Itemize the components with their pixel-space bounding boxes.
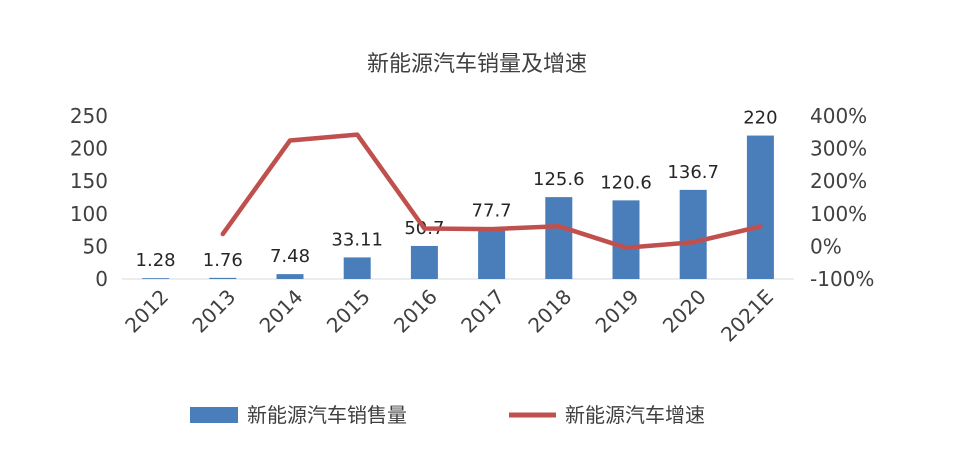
- x-tick-label: 2015: [322, 285, 375, 338]
- left-tick-label: 250: [70, 104, 108, 128]
- bar: [410, 245, 438, 279]
- x-tick-label: 2020: [658, 285, 711, 338]
- left-tick-label: 150: [70, 169, 108, 193]
- bar: [746, 135, 774, 279]
- x-tick-label: 2013: [187, 285, 240, 338]
- bar-value-label: 77.7: [472, 200, 512, 221]
- bar-value-label: 1.76: [203, 250, 243, 271]
- left-axis: 0 50 100 150 200 250: [70, 104, 108, 291]
- bar-value-label: 220: [743, 108, 777, 129]
- bar: [612, 200, 640, 279]
- right-tick-label: 200%: [810, 169, 867, 193]
- bar: [679, 189, 707, 279]
- bar: [545, 197, 573, 279]
- x-tick-label: 2019: [591, 285, 644, 338]
- bar-value-label: 125.6: [533, 169, 585, 190]
- x-axis: 2012 2013 2014 2015 2016 2017 2018 2019 2020 2021…: [120, 285, 778, 347]
- line-series: [220, 132, 763, 250]
- legend-swatch-bar: [190, 407, 238, 423]
- right-tick-label: 400%: [810, 104, 867, 128]
- bar-series: [142, 135, 774, 279]
- right-tick-label: 100%: [810, 202, 867, 226]
- right-axis: -100% 0% 100% 200% 300% 400%: [810, 104, 874, 291]
- legend-label-line: 新能源汽车增速: [565, 403, 705, 427]
- left-tick-label: 100: [70, 202, 108, 226]
- bar: [276, 274, 304, 279]
- bar: [343, 257, 371, 279]
- bar-value-label: 120.6: [600, 172, 652, 193]
- x-tick-label: 2021E: [716, 285, 778, 347]
- x-tick-label: 2014: [255, 285, 308, 338]
- growth-line: [220, 132, 763, 250]
- bar: [478, 228, 506, 279]
- x-tick-label: 2017: [456, 285, 509, 338]
- right-tick-label: -100%: [810, 267, 874, 291]
- x-tick-label: 2018: [523, 285, 576, 338]
- bar-value-label: 1.28: [136, 250, 176, 271]
- bar-value-label: 33.11: [331, 229, 383, 250]
- x-tick-label: 2012: [120, 285, 173, 338]
- right-tick-label: 300%: [810, 137, 867, 161]
- left-tick-label: 50: [83, 234, 108, 258]
- chart-title: 新能源汽车销量及增速: [367, 52, 587, 77]
- bar: [209, 277, 237, 279]
- bar-value-label: 7.48: [270, 246, 310, 267]
- left-tick-label: 200: [70, 137, 108, 161]
- legend: 新能源汽车销售量 新能源汽车增速: [190, 403, 705, 427]
- legend-label-bar: 新能源汽车销售量: [247, 403, 407, 427]
- bar-value-label: 136.7: [667, 162, 719, 183]
- left-tick-label: 0: [95, 267, 108, 291]
- right-tick-label: 0%: [810, 234, 842, 258]
- bar: [142, 278, 170, 279]
- x-tick-label: 2016: [389, 285, 442, 338]
